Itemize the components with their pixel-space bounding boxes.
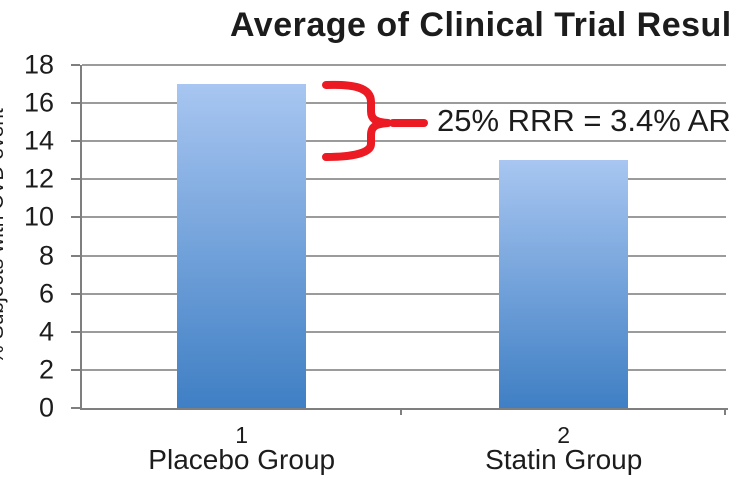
gridline-2	[82, 368, 726, 371]
gridline-18	[82, 64, 726, 66]
bar-placebo-group	[177, 84, 307, 408]
y-tick-4	[71, 330, 80, 333]
y-tick-label-6: 6	[38, 278, 54, 309]
y-tick-6	[71, 292, 80, 295]
gridline-10	[82, 216, 726, 219]
category-label-placebo-group: Placebo Group	[148, 444, 336, 475]
y-tick-10	[71, 216, 80, 219]
y-tick-label-16: 16	[23, 87, 54, 118]
annotation-rrr-arr: 25% RRR = 3.4% ARR	[437, 103, 732, 138]
y-tick-label-14: 14	[23, 125, 54, 156]
bar-statin-group	[499, 160, 629, 408]
y-tick-label-8: 8	[38, 240, 54, 271]
x-boundary-tick-1	[724, 408, 726, 415]
y-tick-label-4: 4	[38, 316, 54, 347]
x-axis-line	[80, 408, 728, 410]
y-tick-2	[71, 368, 80, 371]
gridline-12	[82, 178, 726, 181]
chart-title: Average of Clinical Trial Results	[230, 6, 732, 44]
gridline-8	[82, 254, 726, 257]
gridline-4	[82, 330, 726, 333]
y-tick-label-2: 2	[38, 354, 54, 385]
y-tick-label-18: 18	[23, 49, 54, 80]
y-tick-0	[71, 407, 80, 409]
gridline-16	[82, 102, 726, 105]
y-axis-line	[80, 65, 82, 408]
x-boundary-tick-0	[400, 408, 403, 415]
y-tick-label-10: 10	[23, 201, 54, 232]
y-axis-tick-labels: 0 2 4 6 8 10 12 14 16 18	[0, 51, 70, 421]
x-tick-label-2: 2	[557, 422, 571, 448]
y-tick-label-12: 12	[23, 163, 54, 194]
x-axis-labels: 1 Placebo Group 2 Statin Group	[82, 408, 726, 480]
gridline-14	[82, 140, 726, 143]
y-tick-14	[71, 140, 80, 143]
y-tick-8	[71, 254, 80, 257]
y-tick-12	[71, 178, 80, 181]
gridline-6	[82, 292, 726, 295]
x-tick-label-1: 1	[235, 422, 249, 448]
y-tick-18	[71, 64, 80, 66]
y-tick-label-0: 0	[38, 392, 54, 423]
plot-area	[71, 64, 728, 415]
category-label-statin-group: Statin Group	[485, 444, 643, 475]
y-tick-16	[71, 102, 80, 105]
